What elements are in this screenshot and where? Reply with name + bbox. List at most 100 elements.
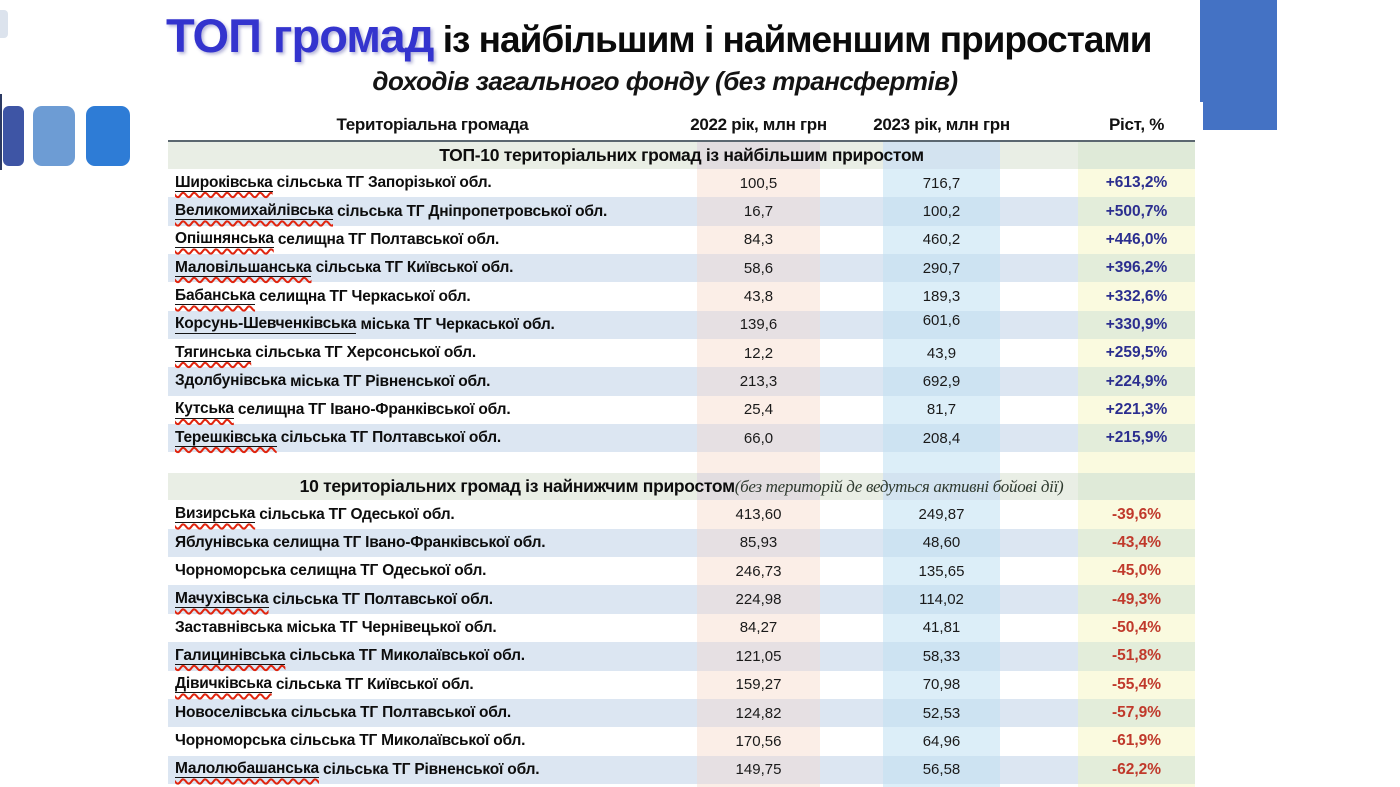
community-first-word: Великомихайлівська	[175, 201, 333, 221]
value-2023: 70,98	[883, 670, 1000, 699]
value-2023: 460,2	[883, 225, 1000, 255]
value-2023: 208,4	[883, 424, 1000, 453]
community-name: Чорноморська сільська ТГ Миколаївської о…	[168, 727, 697, 755]
community-rest: селищна ТГ Івано-Франківської обл.	[268, 533, 546, 551]
value-2022: 139,6	[697, 310, 820, 340]
rows-bottom10: Визирська сільська ТГ Одеської обл. 413,6…	[168, 500, 1195, 784]
value-2023: 58,33	[883, 642, 1000, 671]
community-name: Опішнянська селищна ТГ Полтавської обл.	[168, 226, 697, 254]
value-2022: 85,93	[697, 528, 820, 558]
spacer-cell	[1000, 500, 1078, 528]
table-row: Яблунівська селищна ТГ Івано-Франківсько…	[168, 528, 1195, 558]
spacer-cell	[1000, 197, 1078, 225]
community-name: Малолюбашанська сільська ТГ Рівненської …	[168, 756, 697, 784]
spacer-cell	[1000, 396, 1078, 424]
value-2023: 601,6	[883, 310, 1000, 340]
growth-value: -55,4%	[1078, 670, 1195, 699]
value-2022: 224,98	[697, 585, 820, 614]
spacer-cell	[1000, 529, 1078, 557]
community-rest: сільська ТГ Полтавської обл.	[286, 704, 511, 722]
spacer-cell	[1078, 783, 1195, 787]
spacer-cell	[1000, 585, 1078, 613]
community-first-word: Широківська	[175, 173, 273, 192]
spacer-cell	[820, 500, 883, 528]
value-2022: 100,5	[697, 169, 820, 198]
edge-line-shape	[0, 94, 2, 170]
spacer-cell	[1078, 452, 1195, 474]
community-name: Галицинівська сільська ТГ Миколаївської …	[168, 642, 697, 670]
spacer-cell	[820, 311, 883, 339]
section-title: 10 територіальних громад із найнижчим пр…	[168, 473, 1195, 500]
community-rest: селищна ТГ Івано-Франківської обл.	[233, 400, 511, 418]
community-first-word: Тягинська	[175, 343, 252, 362]
spacer-cell	[1000, 282, 1078, 310]
section-title: ТОП-10 територіальних громад із найбільш…	[168, 142, 1195, 169]
community-rest: сільська ТГ Київської обл.	[271, 675, 474, 693]
spacer-cell	[1000, 226, 1078, 254]
table-row: Великомихайлівська сільська ТГ Дніпропет…	[168, 197, 1195, 226]
value-2023: 290,7	[883, 254, 1000, 283]
community-first-word: Чорноморська	[175, 562, 286, 580]
community-name: Кутська селищна ТГ Івано-Франківської об…	[168, 396, 697, 424]
growth-value: -57,9%	[1078, 698, 1195, 728]
growth-value: +332,6%	[1078, 282, 1195, 311]
section-band-2022	[697, 473, 820, 501]
spacer-cell	[1000, 311, 1078, 339]
spacer-cell	[1000, 169, 1078, 197]
spacer-cell	[820, 699, 883, 727]
spacer-cell	[1000, 452, 1078, 473]
value-2022: 58,6	[697, 254, 820, 283]
spacer-cell	[820, 197, 883, 225]
value-2022: 159,27	[697, 670, 820, 699]
value-2022: 66,0	[697, 424, 820, 453]
growth-value: +259,5%	[1078, 339, 1195, 368]
community-first-word: Новоселівська	[175, 703, 287, 721]
value-2022: 170,56	[697, 727, 820, 756]
community-rest: сільська ТГ Херсонської обл.	[251, 344, 476, 362]
community-name: Яблунівська селищна ТГ Івано-Франківсько…	[168, 529, 697, 557]
community-name: Мачухівська сільська ТГ Полтавської обл.	[168, 585, 697, 613]
table-row: Малолюбашанська сільська ТГ Рівненської …	[168, 755, 1195, 784]
table-row: Здолбунівська міська ТГ Рівненської обл.…	[168, 367, 1195, 396]
community-first-word: Заставнівська	[175, 618, 283, 636]
spacer-cell	[820, 226, 883, 254]
blue-square-dark	[3, 106, 24, 166]
community-rest: сільська ТГ Миколаївської обл.	[285, 732, 526, 750]
section-title-text: ТОП-10 територіальних громад із найбільш…	[439, 145, 924, 165]
community-rest: сільська ТГ Дніпропетровської обл.	[333, 202, 608, 220]
table-row: Маловільшанська сільська ТГ Київської об…	[168, 254, 1195, 283]
communities-table: Територіальна громада 2022 рік, млн грн …	[168, 110, 1195, 787]
clipped-bottom-row	[168, 783, 1195, 787]
community-rest: сільська ТГ Миколаївської обл.	[285, 647, 525, 665]
community-rest: сільська ТГ Запорізької обл.	[272, 174, 492, 192]
spacer-cell	[1000, 557, 1078, 585]
header-growth: Ріст, %	[1108, 115, 1165, 134]
community-rest: селищна ТГ Черкаської обл.	[255, 287, 471, 305]
community-first-word: Бабанська	[175, 286, 256, 306]
spacer-cell	[820, 529, 883, 557]
blue-square-light	[33, 106, 75, 166]
community-first-word: Яблунівська	[175, 533, 269, 551]
table-row: Новоселівська сільська ТГ Полтавської об…	[168, 698, 1195, 728]
community-first-word: Корсунь-Шевченківська	[175, 315, 357, 334]
spacer-cell	[1000, 614, 1078, 642]
spacer-cell	[168, 452, 697, 473]
table-row: Опішнянська селищна ТГ Полтавської обл. 8…	[168, 225, 1195, 255]
corner-shape	[0, 10, 8, 38]
spacer-cell	[820, 642, 883, 670]
growth-value: +221,3%	[1078, 395, 1195, 425]
community-first-word: Галицинівська	[175, 646, 286, 665]
spacer-cell	[820, 614, 883, 642]
value-2023: 189,3	[883, 282, 1000, 311]
value-2023: 41,81	[883, 613, 1000, 643]
value-2022: 246,73	[697, 557, 820, 586]
community-rest: міська ТГ Рівненської обл.	[286, 372, 491, 390]
growth-value: +330,9%	[1078, 310, 1195, 340]
community-first-word: Дівичківська	[175, 675, 272, 694]
header-community: Територіальна громада	[336, 115, 529, 134]
community-name: Терешківська сільська ТГ Полтавської обл…	[168, 424, 697, 452]
spacer-cell	[697, 452, 820, 474]
community-rest: сільська ТГ Полтавської обл.	[268, 590, 493, 608]
value-2023: 114,02	[883, 585, 1000, 614]
